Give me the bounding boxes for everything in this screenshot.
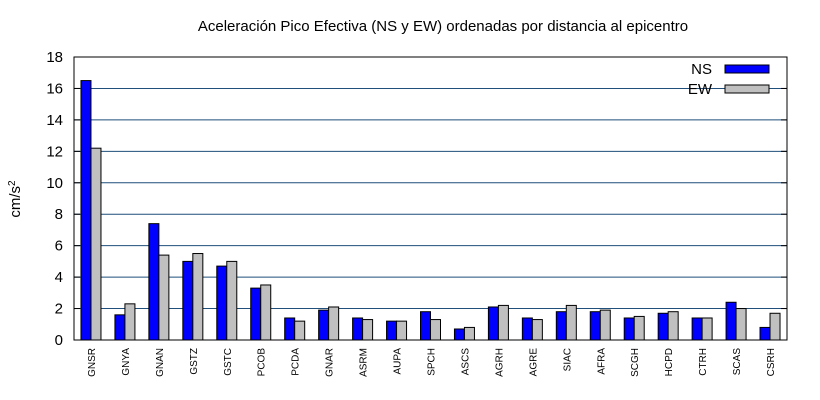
- bar-ew-scas: [735, 308, 747, 341]
- chart-title: Aceleración Pico Efectiva (NS y EW) orde…: [198, 18, 688, 35]
- gridlines: [74, 87, 787, 310]
- bar-ns-spch: [420, 311, 431, 341]
- y-tick-label: 0: [55, 332, 63, 349]
- bar-ns-asrm: [352, 317, 364, 341]
- x-tick-label: AFRA: [596, 348, 607, 375]
- bar-ew-gnar: [328, 306, 340, 341]
- x-tick-label: CTRH: [698, 348, 709, 376]
- x-tick-label: GNYA: [121, 348, 132, 376]
- bar-ns-agrh: [487, 306, 499, 341]
- legend-label-ns: NS: [691, 61, 712, 78]
- axes: [73, 56, 788, 341]
- x-tick-label: GNAR: [325, 348, 336, 377]
- bar-ew-scgh: [633, 315, 645, 341]
- y-tick-label: 4: [55, 269, 63, 286]
- y-axis-label-unit: cm/s: [7, 186, 24, 218]
- bar-ns-scas: [725, 301, 737, 341]
- x-tick-label: AUPA: [393, 348, 404, 375]
- bar-ew-csrh: [769, 312, 781, 341]
- bar-ew-gstz: [192, 253, 204, 341]
- legend-label-ew: EW: [688, 81, 713, 98]
- bar-ns-gnsr: [80, 80, 92, 341]
- x-tick-label: AGRH: [494, 348, 505, 377]
- bar-ns-siac: [555, 311, 567, 341]
- bar-ns-afra: [589, 311, 601, 341]
- bar-ns-aupa: [386, 320, 398, 341]
- bar-ew-gnsr: [90, 147, 102, 341]
- bar-ns-ctrh: [691, 317, 703, 341]
- x-tick-label: GNAN: [155, 348, 166, 377]
- bar-ew-ctrh: [701, 317, 713, 341]
- x-tick-label: PCOB: [257, 348, 268, 377]
- y-tick-label: 8: [55, 206, 63, 223]
- bar-ew-aupa: [396, 320, 408, 341]
- y-tick-label: 14: [46, 112, 63, 129]
- x-tick-label: SPCH: [427, 348, 438, 376]
- bar-ew-spch: [430, 319, 441, 341]
- plot-frame: [73, 56, 788, 341]
- y-tick-label: 10: [46, 175, 63, 192]
- y-tick-label: 18: [46, 49, 63, 66]
- bar-ew-hcpd: [667, 311, 679, 341]
- legend-swatch-ns: [724, 64, 770, 74]
- legend: NS EW: [688, 61, 770, 98]
- x-tick-label: ASCS: [460, 348, 471, 376]
- y-tick-label: 6: [55, 238, 63, 255]
- bar-ew-gnya: [124, 303, 136, 341]
- x-tick-labels: GNSR GNYA GNAN GSTZ GSTC PCOB PCDA GNAR ASRM AUPA…: [87, 348, 777, 377]
- bar-ns-gnar: [318, 309, 330, 341]
- bar-ew-pcda: [294, 320, 306, 341]
- y-axis-label-exponent: 2: [7, 180, 18, 186]
- x-tick-label: ASRM: [359, 348, 370, 377]
- bar-ns-agre: [521, 317, 533, 341]
- bar-ns-hcpd: [657, 312, 669, 341]
- bar-ns-pcob: [250, 287, 262, 341]
- x-tick-label: PCDA: [291, 348, 302, 376]
- y-tick-label: 12: [46, 143, 63, 160]
- x-tick-label: AGRE: [528, 348, 539, 377]
- x-tick-label: GSTZ: [189, 348, 200, 375]
- x-tick-label: CSRH: [766, 348, 777, 376]
- x-tick-label: SCGH: [630, 348, 641, 377]
- x-tick-label: SCAS: [732, 348, 743, 376]
- x-tick-label: GSTC: [223, 348, 234, 376]
- y-axis-label: cm/s2: [7, 180, 25, 218]
- bar-ew-siac: [565, 304, 577, 341]
- legend-swatch-ew: [724, 84, 770, 94]
- bar-ew-gnan: [158, 254, 170, 341]
- bar-ns-scgh: [623, 317, 635, 341]
- bar-ns-gnan: [148, 223, 160, 341]
- y-tick-labels: 0 2 4 6 8 10 12 14 16 18: [46, 49, 63, 349]
- x-tick-label: SIAC: [562, 348, 573, 371]
- bar-ew-afra: [599, 309, 611, 341]
- y-tick-label: 16: [46, 80, 63, 97]
- bar-ew-ascs: [463, 326, 475, 341]
- bar-ns-ascs: [453, 328, 465, 341]
- bar-ns-pcda: [284, 317, 296, 341]
- bar-ns-csrh: [759, 326, 771, 341]
- bar-ew-gstc: [226, 260, 238, 341]
- x-tick-label: HCPD: [664, 348, 675, 376]
- bar-ew-agre: [531, 319, 543, 341]
- bar-ns-gnya: [114, 314, 126, 341]
- y-tick-label: 2: [55, 301, 63, 318]
- bar-ew-agrh: [497, 304, 509, 341]
- bar-ns-gstz: [182, 260, 194, 341]
- x-tick-label: GNSR: [87, 348, 98, 377]
- bar-ns-gstc: [216, 265, 228, 341]
- bar-ew-pcob: [260, 284, 272, 341]
- bar-ew-asrm: [362, 319, 374, 341]
